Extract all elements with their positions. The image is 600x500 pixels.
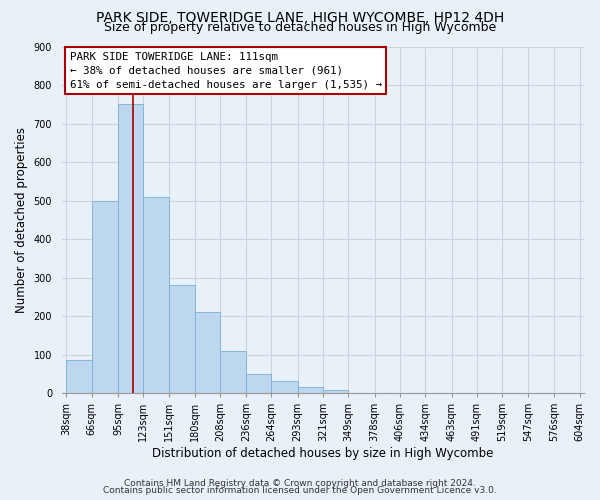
Bar	[67, 360, 92, 393]
Text: Contains HM Land Registry data © Crown copyright and database right 2024.: Contains HM Land Registry data © Crown c…	[124, 478, 476, 488]
Bar	[195, 312, 220, 393]
Bar	[118, 104, 143, 393]
Text: Contains public sector information licensed under the Open Government Licence v3: Contains public sector information licen…	[103, 486, 497, 495]
Bar	[271, 382, 298, 393]
Text: PARK SIDE, TOWERIDGE LANE, HIGH WYCOMBE, HP12 4DH: PARK SIDE, TOWERIDGE LANE, HIGH WYCOMBE,…	[96, 11, 504, 25]
Bar	[143, 196, 169, 393]
Text: Size of property relative to detached houses in High Wycombe: Size of property relative to detached ho…	[104, 21, 496, 34]
Text: PARK SIDE TOWERIDGE LANE: 111sqm
← 38% of detached houses are smaller (961)
61% : PARK SIDE TOWERIDGE LANE: 111sqm ← 38% o…	[70, 52, 382, 90]
Bar	[246, 374, 271, 393]
Bar	[92, 200, 118, 393]
Bar	[323, 390, 348, 393]
X-axis label: Distribution of detached houses by size in High Wycombe: Distribution of detached houses by size …	[152, 447, 494, 460]
Bar	[169, 285, 195, 393]
Bar	[298, 388, 323, 393]
Y-axis label: Number of detached properties: Number of detached properties	[15, 127, 28, 313]
Bar	[220, 352, 246, 393]
